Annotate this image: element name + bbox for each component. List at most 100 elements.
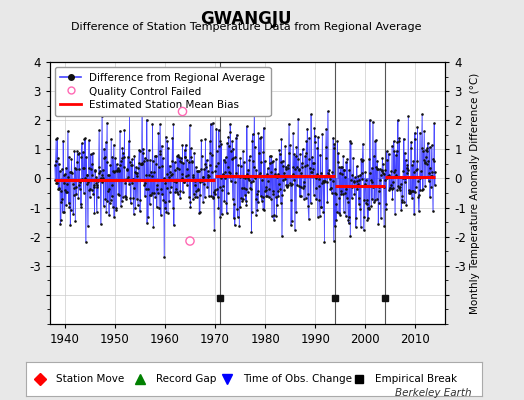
- Point: [287, 182, 295, 188]
- Point: [165, 198, 173, 204]
- Point: [147, 168, 156, 175]
- Point: [123, 176, 131, 182]
- Point: [365, 156, 373, 162]
- Point: [279, 177, 287, 183]
- Point: [309, 166, 318, 173]
- Point: [181, 153, 189, 160]
- Point: [103, 120, 111, 126]
- Point: [394, 183, 402, 189]
- Point: [106, 200, 114, 206]
- Point: [57, 199, 66, 205]
- Point: [282, 184, 291, 190]
- Point: [178, 142, 187, 148]
- Point: [177, 155, 185, 162]
- Point: [95, 170, 104, 176]
- Point: [329, 134, 337, 141]
- Point: [319, 178, 327, 184]
- Point: [428, 173, 436, 179]
- Point: [111, 167, 119, 174]
- Point: [357, 170, 366, 176]
- Point: [384, 173, 392, 180]
- Point: [170, 178, 178, 184]
- Point: [77, 203, 85, 210]
- Point: [286, 180, 294, 186]
- Point: [170, 159, 179, 166]
- Point: [382, 200, 390, 207]
- Point: [414, 194, 422, 200]
- Point: [61, 202, 70, 209]
- Point: [292, 163, 301, 170]
- Point: [129, 195, 137, 201]
- Point: [235, 172, 243, 179]
- Point: [351, 183, 359, 190]
- Point: [360, 197, 368, 204]
- Point: [312, 175, 321, 181]
- Point: [229, 146, 237, 152]
- Point: [229, 155, 237, 161]
- Point: [210, 189, 218, 195]
- Point: [320, 238, 329, 245]
- Point: [344, 199, 352, 206]
- Point: [354, 173, 363, 180]
- Point: [100, 146, 108, 152]
- Point: [96, 176, 104, 182]
- Point: [116, 162, 125, 168]
- Point: [280, 176, 289, 182]
- Point: [144, 214, 152, 220]
- Point: [52, 180, 61, 186]
- Point: [282, 163, 290, 170]
- Point: [199, 198, 207, 205]
- Point: [195, 209, 204, 215]
- Point: [59, 209, 67, 215]
- Point: [368, 118, 377, 125]
- Point: [218, 186, 226, 193]
- Point: [133, 172, 141, 179]
- Point: [231, 222, 239, 229]
- Point: [269, 191, 278, 197]
- Point: [250, 144, 259, 150]
- Point: [342, 159, 350, 165]
- Point: [176, 194, 184, 201]
- Point: [198, 178, 206, 184]
- Point: [271, 165, 279, 172]
- Point: [167, 183, 176, 190]
- Point: [380, 171, 389, 178]
- Point: [210, 226, 219, 233]
- Point: [253, 207, 261, 213]
- Point: [243, 123, 251, 130]
- Point: [209, 194, 217, 201]
- Point: [60, 172, 68, 178]
- Point: [160, 199, 169, 206]
- Point: [404, 113, 412, 120]
- Point: [298, 160, 306, 166]
- Point: [223, 140, 231, 146]
- Point: [388, 196, 397, 202]
- Point: [291, 153, 300, 159]
- Point: [207, 193, 215, 199]
- Point: [63, 189, 71, 195]
- Point: [293, 182, 301, 188]
- Point: [201, 161, 209, 167]
- Point: [59, 138, 67, 144]
- Point: [222, 200, 231, 206]
- Point: [350, 178, 358, 184]
- Point: [398, 193, 407, 199]
- Point: [231, 154, 239, 160]
- Point: [80, 190, 88, 196]
- Point: [390, 148, 399, 155]
- Point: [350, 179, 358, 185]
- Point: [337, 164, 346, 170]
- Point: [196, 192, 204, 198]
- Point: [245, 153, 254, 160]
- Point: [113, 168, 122, 174]
- Point: [80, 165, 88, 171]
- Point: [278, 233, 286, 239]
- Point: [396, 184, 405, 190]
- Point: [123, 165, 131, 172]
- Point: [53, 180, 61, 186]
- Point: [340, 208, 348, 215]
- Point: [348, 195, 356, 202]
- Point: [186, 204, 194, 210]
- Point: [69, 210, 78, 217]
- Point: [125, 180, 133, 187]
